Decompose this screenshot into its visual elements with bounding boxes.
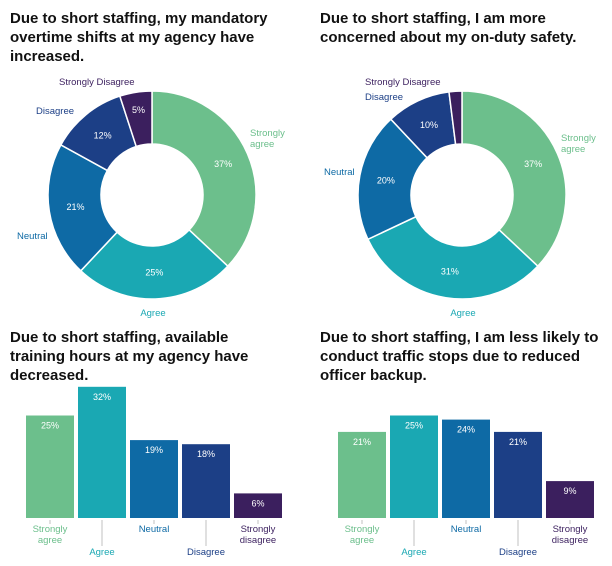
bar-category-label: agree bbox=[38, 535, 62, 546]
bar-category-label: disagree bbox=[240, 535, 276, 546]
donut-value-label: 5% bbox=[132, 105, 145, 115]
donut-category-label: Neutral bbox=[17, 231, 48, 242]
bar-category-label: Neutral bbox=[139, 524, 170, 535]
donut-slice-strongly-disagree bbox=[448, 90, 463, 146]
bar-disagree bbox=[494, 431, 542, 518]
donut-value-label: 10% bbox=[420, 120, 438, 130]
donut-category-label: Neutral bbox=[324, 167, 355, 178]
bar-category-label: Agree bbox=[401, 547, 426, 558]
bar-category-label: Strongly bbox=[345, 524, 380, 535]
bar-value-label: 6% bbox=[251, 498, 264, 508]
bar-chart-2: 21%Stronglyagree25%Agree24%Neutral21%Dis… bbox=[338, 415, 594, 558]
bar-value-label: 18% bbox=[197, 449, 215, 459]
bar-category-label: Disagree bbox=[499, 547, 537, 558]
bar-strongly-disagree bbox=[546, 481, 594, 518]
donut-value-label: 20% bbox=[377, 175, 395, 185]
donut-value-label: 25% bbox=[145, 267, 163, 277]
bar-strongly-agree bbox=[26, 415, 74, 518]
donut-value-label: 31% bbox=[441, 267, 459, 277]
bar-value-label: 21% bbox=[509, 437, 527, 447]
donut-category-label: Strongly bbox=[561, 133, 596, 144]
bar-value-label: 24% bbox=[457, 425, 475, 435]
bar-agree bbox=[390, 415, 438, 518]
bar-chart-1: 25%Stronglyagree32%Agree19%Neutral18%Dis… bbox=[26, 386, 282, 558]
donut-category-label: Disagree bbox=[365, 92, 403, 103]
donut-value-label: 37% bbox=[524, 159, 542, 169]
bar-category-label: Strongly bbox=[553, 524, 588, 535]
donut-value-label: 2% bbox=[449, 73, 462, 83]
donut-category-label: Disagree bbox=[36, 106, 74, 117]
bar-value-label: 21% bbox=[353, 437, 371, 447]
donut-value-label: 37% bbox=[214, 159, 232, 169]
bar-disagree bbox=[182, 444, 230, 518]
bar-category-label: Neutral bbox=[451, 524, 482, 535]
bar-value-label: 32% bbox=[93, 392, 111, 402]
bar-category-label: Agree bbox=[89, 547, 114, 558]
bar-value-label: 9% bbox=[563, 486, 576, 496]
donut-slice-neutral bbox=[47, 143, 119, 272]
bar-category-label: disagree bbox=[552, 535, 588, 546]
donut-slice-agree bbox=[366, 215, 539, 300]
bar-value-label: 25% bbox=[41, 421, 59, 431]
chart-title-training: Due to short staffing, available trainin… bbox=[10, 329, 249, 384]
donut-slice-strongly-disagree bbox=[118, 90, 153, 148]
donut-value-label: 21% bbox=[66, 202, 84, 212]
donut-category-label: Strongly Disagree bbox=[365, 77, 441, 88]
bar-value-label: 19% bbox=[145, 445, 163, 455]
donut-category-label: agree bbox=[250, 139, 274, 150]
donut-slice-neutral bbox=[357, 118, 429, 241]
donut-slice-strongly-agree bbox=[461, 90, 567, 268]
bar-category-label: agree bbox=[350, 535, 374, 546]
bar-category-label: Strongly bbox=[33, 524, 68, 535]
donut-category-label: Agree bbox=[450, 308, 475, 319]
chart-title-overtime: Due to short staffing, my mandatory over… bbox=[10, 10, 268, 65]
donut-category-label: Strongly Disagree bbox=[59, 77, 135, 88]
bar-neutral bbox=[130, 440, 178, 518]
donut-value-label: 12% bbox=[94, 130, 112, 140]
bar-neutral bbox=[442, 419, 490, 518]
donut-category-label: Strongly bbox=[250, 128, 285, 139]
bar-strongly-disagree bbox=[234, 493, 282, 518]
donut-slice-agree bbox=[79, 228, 229, 300]
bar-category-label: Strongly bbox=[241, 524, 276, 535]
bar-value-label: 25% bbox=[405, 421, 423, 431]
bar-agree bbox=[78, 386, 126, 518]
donut-slice-strongly-agree bbox=[151, 90, 257, 268]
donut-category-label: agree bbox=[561, 144, 585, 155]
chart-title-traffic: Due to short staffing, I am less likely … bbox=[320, 329, 599, 384]
chart-title-safety: Due to short staffing, I am more concern… bbox=[320, 10, 577, 46]
donut-category-label: Agree bbox=[140, 308, 165, 319]
bar-category-label: Disagree bbox=[187, 547, 225, 558]
bar-strongly-agree bbox=[338, 431, 386, 518]
